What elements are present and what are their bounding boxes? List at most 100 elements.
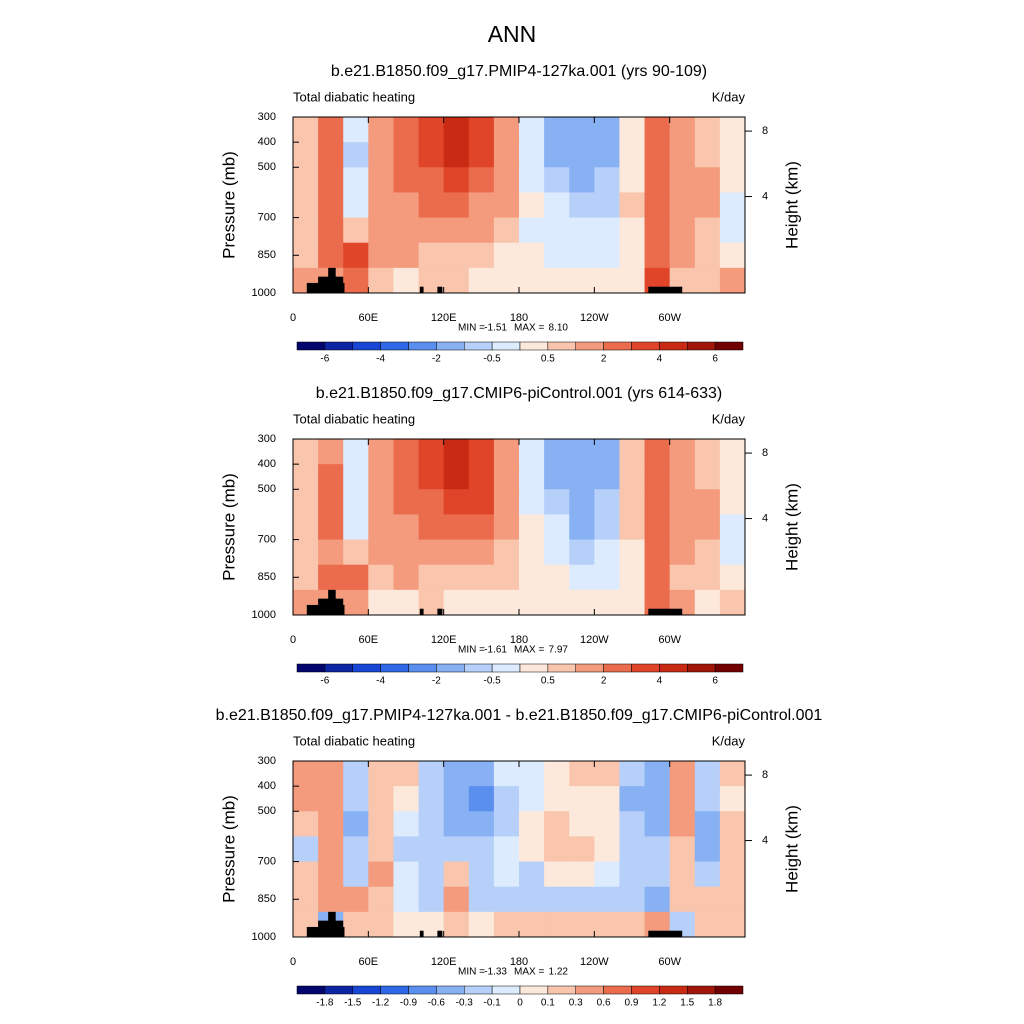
y2-tick-label: 8 <box>762 447 768 459</box>
min-value: -1.51 <box>484 323 507 334</box>
contour-cell <box>544 539 570 566</box>
contour-cell <box>468 761 495 787</box>
contour-cell <box>293 539 319 566</box>
contour-cell <box>443 564 470 591</box>
colorbar-box <box>464 341 493 351</box>
colorbar-box <box>436 985 465 995</box>
colorbar-box <box>547 341 576 351</box>
contour-cell <box>443 514 470 541</box>
contour-cell <box>519 489 545 515</box>
contour-cell <box>368 464 394 490</box>
contour-cell <box>694 911 721 938</box>
contour-cell <box>569 911 595 938</box>
colorbar-label: -0.5 <box>484 354 502 365</box>
contour-cell <box>468 539 495 566</box>
colorbar-label: -4 <box>376 676 385 687</box>
contour-cell <box>418 464 445 490</box>
y-tick-label: 1000 <box>252 931 276 943</box>
contour-cell <box>418 836 445 863</box>
contour-cell <box>519 761 545 787</box>
contour-cell <box>544 439 570 465</box>
y2-axis-label: Height (km) <box>782 483 801 571</box>
contour-cell <box>619 267 646 294</box>
right-label: K/day <box>712 411 746 426</box>
colorbar-label: 1.5 <box>680 998 694 1009</box>
contour-cell <box>493 589 520 616</box>
contour-cell <box>293 786 319 812</box>
contour-cell <box>694 242 721 269</box>
y-tick-label: 300 <box>258 755 276 767</box>
colorbar-label: 6 <box>712 676 718 687</box>
contour-cell <box>594 886 620 913</box>
contour-cell <box>393 117 420 143</box>
land <box>328 589 336 615</box>
y2-axis-label: Height (km) <box>782 161 801 249</box>
contour-cell <box>569 192 595 219</box>
colorbar-label: -0.3 <box>456 998 474 1009</box>
left-label: Total diabatic heating <box>293 733 415 748</box>
contour-cell <box>493 514 520 541</box>
contour-cell <box>669 167 696 193</box>
contour-cell <box>694 142 721 168</box>
contour-cell <box>719 911 746 938</box>
contour-cell <box>619 761 646 787</box>
contour-cell <box>519 836 545 863</box>
contour-cell <box>719 439 746 465</box>
contour-cell <box>343 564 369 591</box>
contour-cell <box>644 539 671 566</box>
contour-cell <box>594 836 620 863</box>
x-tick-label: 180 <box>510 634 528 646</box>
contour-cell <box>719 242 746 269</box>
contour-cell <box>343 589 369 616</box>
contour-cell <box>393 217 420 244</box>
contour-cell <box>368 142 394 168</box>
contour-cell <box>343 192 369 219</box>
contour-cell <box>644 192 671 219</box>
contour-cell <box>594 192 620 219</box>
contour-cell <box>569 761 595 787</box>
contour-cell <box>418 811 445 837</box>
contour-cell <box>619 836 646 863</box>
contour-cell <box>493 911 520 938</box>
contour-cell <box>318 886 344 913</box>
contour-cell <box>569 167 595 193</box>
contour-cell <box>519 514 545 541</box>
contour-cell <box>619 589 646 616</box>
contour-cell <box>569 861 595 888</box>
contour-cell <box>544 489 570 515</box>
contour-cell <box>393 564 420 591</box>
contour-cell <box>719 117 746 143</box>
contour-cell <box>418 117 445 143</box>
y-tick-label: 1000 <box>252 287 276 299</box>
contour-cell <box>669 786 696 812</box>
y-tick-label: 400 <box>258 136 276 148</box>
panel-title: b.e21.B1850.f09_g17.PMIP4-127ka.001 (yrs… <box>331 63 707 80</box>
contour-cell <box>418 861 445 888</box>
contour-cell <box>619 786 646 812</box>
contour-cell <box>669 514 696 541</box>
contour-cell <box>418 786 445 812</box>
colorbar-label: -4 <box>376 354 385 365</box>
land <box>437 930 443 937</box>
contour-cell <box>418 539 445 566</box>
land <box>648 286 683 293</box>
contour-cell <box>544 811 570 837</box>
min-label: MIN = <box>458 967 485 978</box>
contour-cell <box>669 217 696 244</box>
colorbar-box <box>436 663 465 673</box>
colorbar-box <box>464 663 493 673</box>
min-label: MIN = <box>458 645 485 656</box>
x-tick-label: 120W <box>580 634 609 646</box>
contour-cell <box>368 514 394 541</box>
contour-cell <box>519 439 545 465</box>
contour-cell <box>293 514 319 541</box>
contour-cell <box>318 811 344 837</box>
colorbar-box <box>436 341 465 351</box>
contour-cell <box>443 761 470 787</box>
contour-cell <box>393 589 420 616</box>
contour-cell <box>318 836 344 863</box>
contour-cell <box>393 439 420 465</box>
contour-cell <box>418 242 445 269</box>
contour-cell <box>418 489 445 515</box>
